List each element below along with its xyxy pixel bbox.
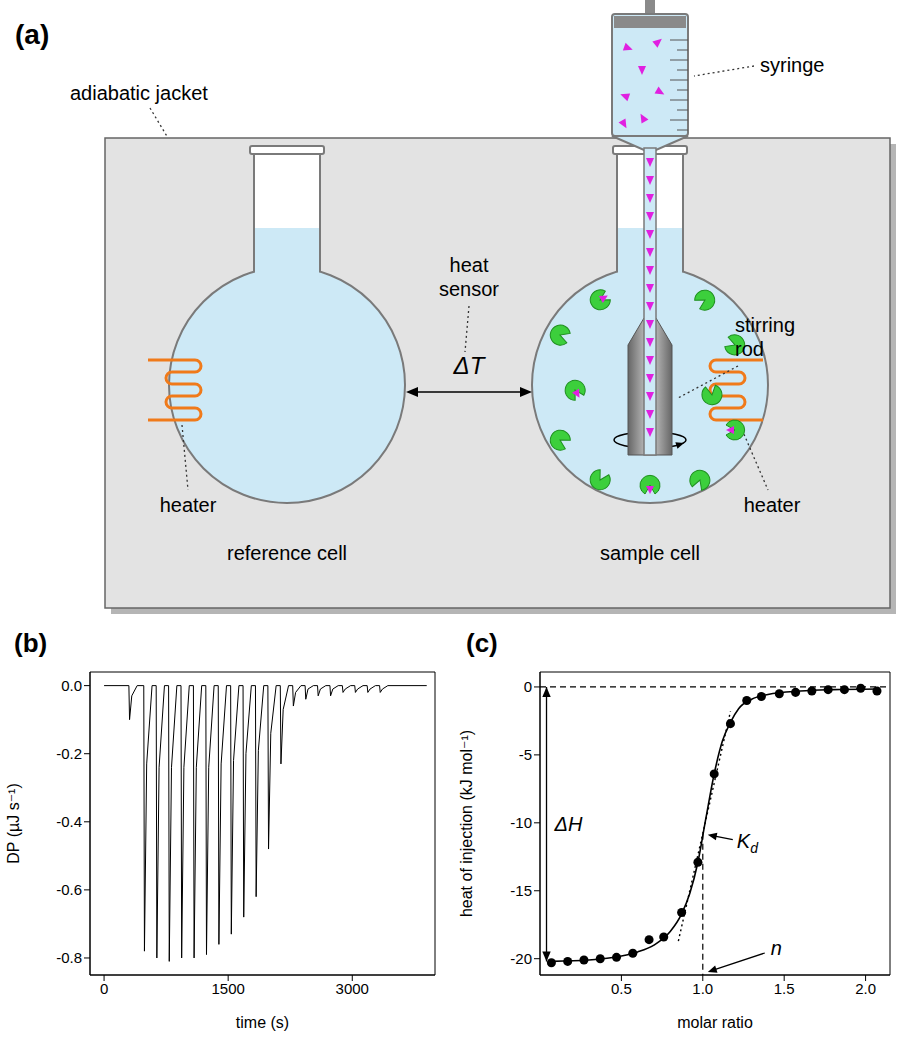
svg-text:n: n <box>771 937 782 959</box>
svg-text:1500: 1500 <box>211 980 244 997</box>
svg-text:heater: heater <box>744 494 801 516</box>
svg-text:ΔH: ΔH <box>554 813 583 835</box>
svg-text:-15: -15 <box>510 882 532 899</box>
svg-text:sample cell: sample cell <box>600 542 700 564</box>
svg-text:reference cell: reference cell <box>227 542 347 564</box>
svg-text:molar ratio: molar ratio <box>677 1014 753 1031</box>
svg-text:3000: 3000 <box>336 980 369 997</box>
svg-text:-0.2: -0.2 <box>56 745 82 762</box>
svg-text:0.5: 0.5 <box>611 980 632 997</box>
svg-text:sensor: sensor <box>439 278 499 300</box>
svg-text:-10: -10 <box>510 814 532 831</box>
svg-text:1.0: 1.0 <box>692 980 713 997</box>
svg-text:0.0: 0.0 <box>61 677 82 694</box>
svg-text:ΔT: ΔT <box>453 352 487 379</box>
svg-text:-0.8: -0.8 <box>56 949 82 966</box>
svg-text:-0.6: -0.6 <box>56 881 82 898</box>
svg-text:(a): (a) <box>15 19 49 50</box>
svg-text:DP (µJ s⁻¹): DP (µJ s⁻¹) <box>5 783 22 863</box>
svg-text:heater: heater <box>160 494 217 516</box>
svg-text:rod: rod <box>735 338 764 360</box>
html-text:(c): (c) <box>466 628 498 658</box>
svg-text:2.0: 2.0 <box>855 980 876 997</box>
svg-text:0: 0 <box>100 980 108 997</box>
svg-text:0: 0 <box>524 678 532 695</box>
svg-text:syringe: syringe <box>760 54 824 76</box>
svg-text:adiabatic jacket: adiabatic jacket <box>70 82 208 104</box>
svg-text:heat: heat <box>450 254 489 276</box>
svg-text:heat of injection (kJ mol⁻¹): heat of injection (kJ mol⁻¹) <box>458 730 475 917</box>
svg-text:stirring: stirring <box>735 314 795 336</box>
svg-text:-5: -5 <box>519 746 532 763</box>
svg-text:-20: -20 <box>510 950 532 967</box>
svg-text:Kd: Kd <box>737 830 759 856</box>
svg-text:1.5: 1.5 <box>774 980 795 997</box>
svg-text:-0.4: -0.4 <box>56 813 82 830</box>
html-text:(b): (b) <box>14 628 48 658</box>
svg-text:time (s): time (s) <box>236 1014 289 1031</box>
